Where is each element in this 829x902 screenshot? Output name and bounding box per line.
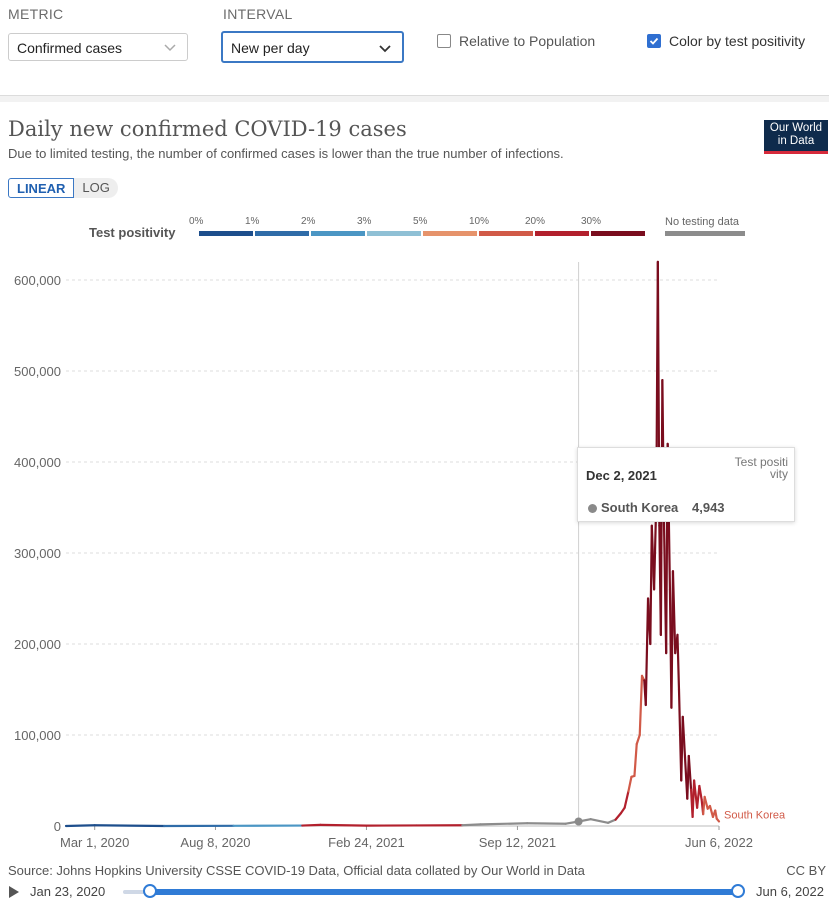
logo-line-2: in Data	[777, 135, 815, 147]
relative-checkbox[interactable]	[437, 34, 451, 48]
no-testing-data-label: No testing data	[665, 216, 739, 228]
color-by-positivity-toggle[interactable]: Color by test positivity	[647, 33, 805, 49]
tooltip-header: Test positivity	[734, 455, 788, 481]
y-tick-label: 0	[54, 819, 61, 834]
legend-tick-label: 5%	[413, 216, 428, 227]
check-icon	[649, 37, 659, 45]
series-line-segment	[676, 633, 681, 691]
series-line-segment	[461, 823, 482, 827]
series-line-segment	[614, 812, 622, 821]
divider	[0, 96, 829, 102]
y-tick-label: 100,000	[14, 728, 61, 743]
series-line-segment	[638, 674, 644, 737]
linear-scale-button[interactable]: LINEAR	[8, 178, 75, 198]
legend-color-bin	[479, 231, 533, 236]
series-line-segment	[633, 742, 638, 778]
tooltip-date: Dec 2, 2021	[586, 468, 657, 483]
series-line-segment	[671, 570, 677, 655]
series-dot-icon	[588, 504, 597, 513]
timeline: Jan 23, 2020 Jun 6, 2022	[0, 880, 829, 902]
tooltip-value: 4,943	[692, 500, 725, 515]
series-line-segment	[715, 817, 721, 823]
x-tick-label: Sep 12, 2021	[479, 835, 556, 850]
timeline-end-handle[interactable]	[731, 884, 745, 898]
series-line-segment	[479, 822, 529, 826]
legend-color-bin	[535, 231, 589, 236]
series-line-segment	[681, 715, 687, 759]
chevron-down-icon	[164, 44, 176, 52]
legend-tick-label: 10%	[469, 216, 490, 227]
series-line-segment	[627, 775, 633, 793]
series-line-segment	[64, 824, 96, 828]
tooltip: Dec 2, 2021 Test positivity South Korea …	[577, 447, 795, 522]
source-note: Source: Johns Hopkins University CSSE CO…	[8, 863, 585, 878]
chevron-down-icon	[379, 45, 391, 53]
series-line-segment	[93, 824, 166, 828]
chart-title: Daily new confirmed COVID-19 cases	[8, 117, 407, 141]
chart-subtitle: Due to limited testing, the number of co…	[8, 146, 564, 161]
legend-no-data-swatch	[665, 231, 745, 236]
series-line-segment	[319, 823, 368, 827]
tooltip-country: South Korea	[601, 500, 679, 515]
metric-select[interactable]: Confirmed cases	[8, 33, 188, 61]
owid-logo[interactable]: Our World in Data	[764, 120, 828, 154]
x-tick-label: Jun 6, 2022	[685, 835, 753, 850]
relative-to-population-toggle[interactable]: Relative to Population	[437, 33, 595, 49]
legend-tick-label: 3%	[357, 216, 372, 227]
interval-label: INTERVAL	[223, 6, 293, 22]
log-scale-button[interactable]: LOG	[74, 178, 118, 198]
series-line-segment	[619, 806, 626, 815]
y-tick-label: 600,000	[14, 273, 61, 288]
x-tick-label: Feb 24, 2021	[328, 835, 405, 850]
legend-color-bin	[367, 231, 421, 236]
x-tick-label: Mar 1, 2020	[60, 835, 129, 850]
series-line-segment	[703, 795, 709, 810]
series-end-label: South Korea	[724, 809, 786, 821]
x-tick-label: Aug 8, 2020	[180, 835, 250, 850]
timeline-start-handle[interactable]	[143, 884, 157, 898]
legend-color-bin	[311, 231, 365, 236]
legend-tick-label: 2%	[301, 216, 316, 227]
hover-point	[574, 817, 583, 826]
interval-select-value: New per day	[231, 40, 310, 56]
play-icon[interactable]	[9, 886, 19, 898]
color-checkbox[interactable]	[647, 34, 661, 48]
interval-select[interactable]: New per day	[221, 31, 404, 63]
legend-color-bin	[255, 231, 309, 236]
color-label: Color by test positivity	[669, 33, 806, 49]
legend-tick-label: 20%	[525, 216, 546, 227]
legend-tick-label: 0%	[189, 216, 204, 227]
y-tick-label: 300,000	[14, 546, 61, 561]
legend-tick-label: 30%	[581, 216, 602, 227]
relative-label: Relative to Population	[459, 33, 596, 49]
legend-color-bin	[591, 231, 645, 236]
series-line-segment	[635, 733, 641, 746]
timeline-start-label: Jan 23, 2020	[30, 884, 106, 899]
legend-color-bin	[423, 231, 477, 236]
legend-tick-label: 1%	[245, 216, 260, 227]
legend-color-bin	[199, 231, 253, 236]
series-line-segment	[687, 754, 693, 791]
y-tick-label: 500,000	[14, 364, 61, 379]
scale-toggle: LINEAR LOG	[8, 178, 118, 198]
y-tick-label: 400,000	[14, 455, 61, 470]
controls-bar: METRIC Confirmed cases INTERVAL New per …	[0, 0, 829, 96]
series-line-segment	[714, 809, 718, 820]
timeline-range[interactable]	[150, 889, 738, 895]
series-line-segment	[606, 818, 617, 824]
metric-label: METRIC	[8, 6, 64, 22]
y-tick-label: 200,000	[14, 637, 61, 652]
series-line-segment	[698, 784, 703, 801]
series-line-segment	[644, 597, 650, 707]
logo-line-1: Our World	[769, 122, 823, 134]
series-line-segment	[589, 818, 610, 824]
legend-title: Test positivity	[89, 225, 176, 240]
series-line-segment	[623, 790, 630, 809]
series-line-segment	[301, 823, 322, 827]
metric-select-value: Confirmed cases	[17, 40, 123, 56]
timeline-end-label: Jun 6, 2022	[756, 884, 824, 899]
license-link[interactable]: CC BY	[786, 863, 826, 878]
